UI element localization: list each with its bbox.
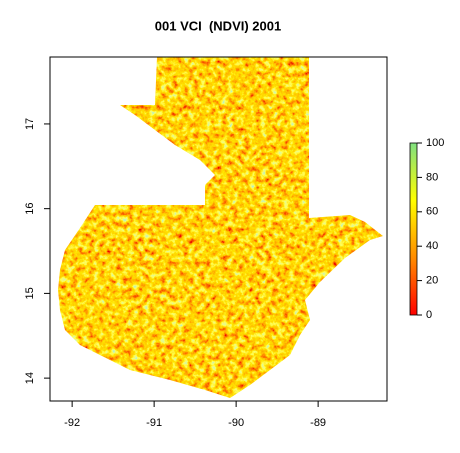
x-tick-label: -90 [228, 417, 244, 429]
y-tick-label: 14 [24, 372, 36, 384]
raster-map [58, 57, 383, 398]
plot-frame [49, 56, 388, 402]
colorbar [409, 142, 418, 316]
x-tick-label: -92 [64, 417, 80, 429]
country-raster [58, 57, 383, 398]
x-tick-label: -89 [310, 417, 326, 429]
chart-title: 001 VCI (NDVI) 2001 [155, 18, 281, 33]
colorbar-tick-label: 20 [426, 275, 438, 287]
x-tick-label: -91 [146, 417, 162, 429]
y-tick-label: 16 [24, 203, 36, 215]
colorbar-tick-label: 0 [426, 309, 432, 321]
y-tick-label: 15 [24, 287, 36, 299]
colorbar-tick-label: 100 [426, 137, 444, 149]
y-tick-label: 17 [24, 118, 36, 130]
colorbar-tick-label: 40 [426, 240, 438, 252]
colorbar-tick-label: 60 [426, 206, 438, 218]
colorbar-tick-label: 80 [426, 171, 438, 183]
